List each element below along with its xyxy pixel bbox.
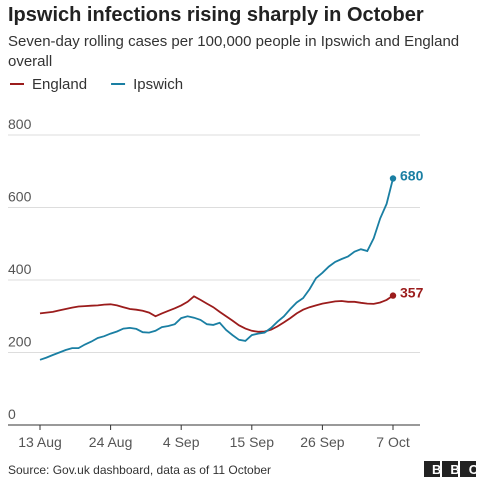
logo: BBC [432, 462, 480, 477]
source: Source: Gov.uk dashboard, data as of 11 … [8, 463, 271, 477]
end-label: 680 [400, 168, 424, 184]
legend-label: Ipswich [133, 76, 183, 93]
end-label: 357 [400, 285, 424, 301]
y-tick-label: 400 [8, 261, 32, 277]
x-tick-label: 15 Sep [230, 434, 275, 450]
logo-block [442, 461, 458, 477]
logo-block [460, 461, 476, 477]
chart-title: Ipswich infections rising sharply in Oct… [8, 4, 424, 26]
x-tick-label: 7 Oct [376, 434, 410, 450]
x-tick-label: 26 Sep [300, 434, 345, 450]
y-tick-label: 800 [8, 116, 32, 132]
line-0 [39, 294, 394, 333]
end-dot [389, 175, 397, 182]
end-dot [389, 292, 397, 299]
x-tick-label: 13 Aug [18, 434, 62, 450]
legend-label: England [32, 76, 87, 93]
y-tick-label: 200 [8, 334, 32, 350]
x-tick-label: 4 Sep [163, 434, 200, 450]
line-1 [39, 178, 394, 361]
y-tick-label: 600 [8, 189, 32, 205]
chart-subtitle: Seven-day rolling cases per 100,000 peop… [8, 33, 460, 70]
logo-block [424, 461, 440, 477]
y-tick-label: 0 [8, 406, 16, 422]
x-tick-label: 24 Aug [89, 434, 133, 450]
